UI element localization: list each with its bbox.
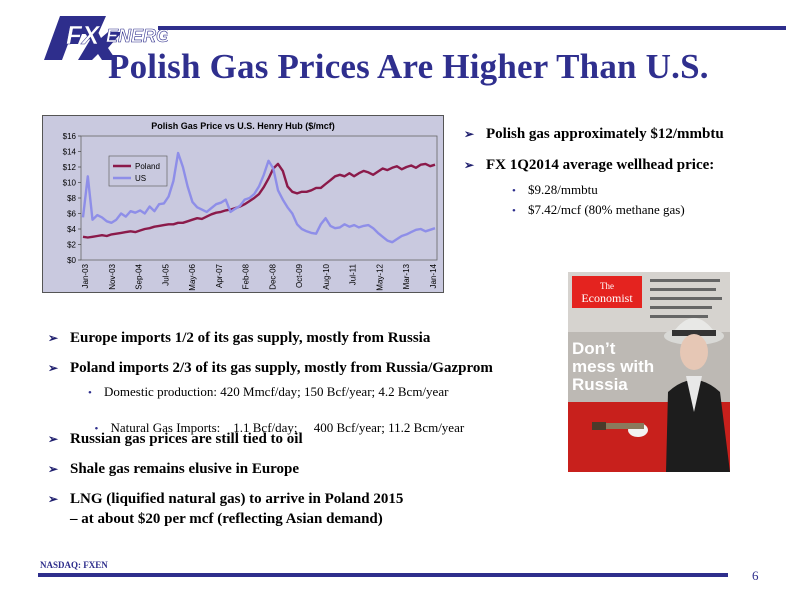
x-tick-label: Jul-05 xyxy=(161,263,170,285)
page-number: 6 xyxy=(752,568,759,583)
chart-title: Polish Gas Price vs U.S. Henry Hub ($/mc… xyxy=(151,121,335,131)
slide-title: Polish Gas Prices Are Higher Than U.S. xyxy=(108,47,709,86)
x-tick-label: Mar-13 xyxy=(402,263,411,289)
right-bullet-1-text: Polish gas approximately $12/mmbtu xyxy=(486,126,724,142)
footer-ticker: NASDAQ: FXEN xyxy=(40,560,108,570)
x-tick-label: Feb-08 xyxy=(242,263,251,289)
left-bullet-5-continuation: – at about $20 per mcf (reflecting Asian… xyxy=(70,511,383,527)
left-bullet-5: ➢ LNG (liquified natural gas) to arrive i… xyxy=(48,491,403,508)
magazine-name-line2: Economist xyxy=(581,291,633,305)
footer-rule xyxy=(38,573,728,577)
x-tick-label: Oct-09 xyxy=(295,263,304,288)
cover-headline-2: mess with xyxy=(572,357,654,376)
right-bullet-2-text: FX 1Q2014 average wellhead price: xyxy=(486,157,715,173)
left-sub-2: • Natural Gas Imports: 1.1 Bcf/day; 400 B… xyxy=(88,404,465,436)
left-sub-2-text: Natural Gas Imports: 1.1 Bcf/day; 400 Bc… xyxy=(110,420,465,435)
arrow-bullet-icon: ➢ xyxy=(48,462,59,476)
right-sub-2-text: $7.42/mcf (80% methane gas) xyxy=(528,202,685,217)
y-tick-label: $4 xyxy=(67,225,76,234)
company-logo: FX ENERGY xyxy=(38,12,184,62)
x-tick-label: Jan-03 xyxy=(81,263,90,288)
arrow-bullet-icon: ➢ xyxy=(48,492,59,506)
price-chart: Polish Gas Price vs U.S. Henry Hub ($/mc… xyxy=(42,115,444,293)
x-tick-label: Apr-07 xyxy=(215,263,224,288)
x-tick-label: Sep-04 xyxy=(135,263,144,289)
y-tick-label: $8 xyxy=(67,194,76,203)
y-tick-label: $6 xyxy=(67,210,76,219)
left-bullet-4-text: Shale gas remains elusive in Europe xyxy=(70,461,300,477)
arrow-bullet-icon: ➢ xyxy=(48,331,59,345)
dot-bullet-icon: • xyxy=(94,423,99,435)
plot-area xyxy=(80,135,438,261)
x-tick-label: Aug-10 xyxy=(322,263,331,289)
left-bullet-2-text: Poland imports 2/3 of its gas supply, mo… xyxy=(70,360,493,376)
magazine-cover-image: The Economist Don’t mess with Russia xyxy=(568,272,730,472)
arrow-bullet-icon: ➢ xyxy=(48,361,59,375)
x-tick-label: Jan-14 xyxy=(429,263,438,288)
right-sub-1-text: $9.28/mmbtu xyxy=(528,182,598,197)
x-tick-label: Dec-08 xyxy=(268,263,277,289)
right-sub-2: • $7.42/mcf (80% methane gas) xyxy=(512,202,685,218)
series-line-us xyxy=(81,151,436,244)
logo-energy-text: ENERGY xyxy=(106,26,168,46)
legend-label: Poland xyxy=(135,162,160,171)
arrow-bullet-icon: ➢ xyxy=(464,127,475,141)
y-tick-label: $14 xyxy=(63,148,77,157)
arrow-bullet-icon: ➢ xyxy=(48,432,59,446)
y-tick-label: $2 xyxy=(67,241,76,250)
left-sub-1-text: Domestic production: 420 Mmcf/day; 150 B… xyxy=(104,384,449,399)
magazine-name-line1: The xyxy=(600,281,614,291)
dot-bullet-icon: • xyxy=(512,185,516,197)
series-line-poland xyxy=(82,162,436,239)
left-bullet-1: ➢ Europe imports 1/2 of its gas supply, m… xyxy=(48,330,430,347)
x-tick-label: Nov-03 xyxy=(108,263,117,289)
y-tick-label: $0 xyxy=(67,256,76,265)
dot-bullet-icon: • xyxy=(512,205,516,217)
right-bullet-1: ➢ Polish gas approximately $12/mmbtu xyxy=(464,126,724,143)
left-bullet-1-text: Europe imports 1/2 of its gas supply, mo… xyxy=(70,330,431,346)
chart-legend xyxy=(108,155,168,187)
left-bullet-2: ➢ Poland imports 2/3 of its gas supply, m… xyxy=(48,360,493,377)
right-bullet-2: ➢ FX 1Q2014 average wellhead price: xyxy=(464,157,714,174)
left-sub-1: • Domestic production: 420 Mmcf/day; 150 … xyxy=(88,384,448,400)
arrow-bullet-icon: ➢ xyxy=(464,158,475,172)
header-rule xyxy=(158,26,786,30)
legend-label: US xyxy=(135,174,146,183)
chart-canvas: $16 $14 $12 $10 $8 $6 $4 $2 $0 Jan-03 Nov-03 Sep-04… xyxy=(63,132,438,291)
left-bullet-4: ➢ Shale gas remains elusive in Europe xyxy=(48,461,299,478)
right-sub-1: • $9.28/mmbtu xyxy=(512,182,598,198)
logo-fx-text: FX xyxy=(66,20,101,50)
cover-headline-1: Don’t xyxy=(572,339,616,358)
y-tick-label: $10 xyxy=(63,179,77,188)
x-tick-label: May-12 xyxy=(375,263,384,290)
left-bullet-3: ➢ Russian gas prices are still tied to oi… xyxy=(48,431,303,448)
left-bullet-3-text: Russian gas prices are still tied to oil xyxy=(70,431,303,447)
x-tick-label: Jul-11 xyxy=(349,263,358,285)
dot-bullet-icon: • xyxy=(88,387,92,399)
cover-headline-3: Russia xyxy=(572,375,628,394)
left-bullet-5-text: LNG (liquified natural gas) to arrive in… xyxy=(70,491,404,507)
x-tick-label: May-06 xyxy=(188,263,197,290)
y-tick-label: $16 xyxy=(63,132,77,141)
y-tick-label: $12 xyxy=(63,163,77,172)
